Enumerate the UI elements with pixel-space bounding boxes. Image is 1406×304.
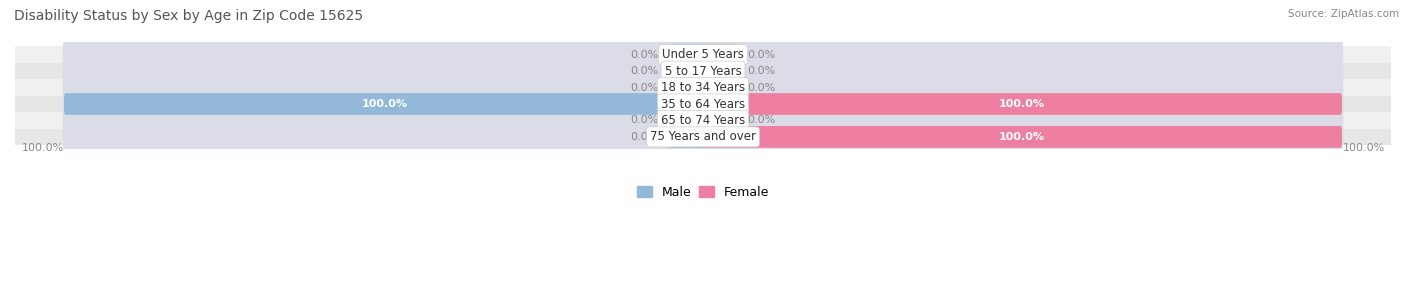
- Text: 5 to 17 Years: 5 to 17 Years: [665, 65, 741, 78]
- Text: 0.0%: 0.0%: [630, 116, 658, 126]
- Text: Disability Status by Sex by Age in Zip Code 15625: Disability Status by Sex by Age in Zip C…: [14, 9, 363, 23]
- Bar: [3, 63, 1403, 79]
- Text: 0.0%: 0.0%: [748, 50, 776, 60]
- Text: 0.0%: 0.0%: [630, 83, 658, 92]
- Bar: [3, 96, 1403, 112]
- Text: 100.0%: 100.0%: [998, 132, 1045, 142]
- FancyBboxPatch shape: [63, 123, 706, 151]
- FancyBboxPatch shape: [65, 93, 704, 115]
- FancyBboxPatch shape: [63, 90, 706, 118]
- FancyBboxPatch shape: [669, 60, 704, 82]
- FancyBboxPatch shape: [700, 57, 1343, 85]
- FancyBboxPatch shape: [63, 74, 706, 102]
- FancyBboxPatch shape: [700, 106, 1343, 135]
- FancyBboxPatch shape: [63, 40, 706, 69]
- FancyBboxPatch shape: [702, 126, 1341, 148]
- Text: 0.0%: 0.0%: [630, 132, 658, 142]
- Text: Under 5 Years: Under 5 Years: [662, 48, 744, 61]
- Text: 0.0%: 0.0%: [748, 116, 776, 126]
- Bar: [3, 79, 1403, 96]
- FancyBboxPatch shape: [702, 77, 737, 98]
- Text: 0.0%: 0.0%: [748, 83, 776, 92]
- FancyBboxPatch shape: [702, 93, 1341, 115]
- Text: 0.0%: 0.0%: [630, 66, 658, 76]
- FancyBboxPatch shape: [669, 110, 704, 131]
- FancyBboxPatch shape: [700, 74, 1343, 102]
- FancyBboxPatch shape: [700, 123, 1343, 151]
- FancyBboxPatch shape: [702, 60, 737, 82]
- Text: 100.0%: 100.0%: [1343, 143, 1385, 153]
- Text: 0.0%: 0.0%: [630, 50, 658, 60]
- FancyBboxPatch shape: [63, 57, 706, 85]
- Text: 65 to 74 Years: 65 to 74 Years: [661, 114, 745, 127]
- Text: 18 to 34 Years: 18 to 34 Years: [661, 81, 745, 94]
- Bar: [3, 129, 1403, 145]
- FancyBboxPatch shape: [669, 44, 704, 66]
- Text: 100.0%: 100.0%: [21, 143, 63, 153]
- FancyBboxPatch shape: [700, 90, 1343, 118]
- Text: 0.0%: 0.0%: [748, 66, 776, 76]
- Text: 35 to 64 Years: 35 to 64 Years: [661, 98, 745, 110]
- Bar: [3, 112, 1403, 129]
- FancyBboxPatch shape: [702, 110, 737, 131]
- FancyBboxPatch shape: [669, 77, 704, 98]
- FancyBboxPatch shape: [702, 44, 737, 66]
- Text: 100.0%: 100.0%: [361, 99, 408, 109]
- Legend: Male, Female: Male, Female: [637, 185, 769, 199]
- FancyBboxPatch shape: [669, 126, 704, 148]
- Bar: [3, 47, 1403, 63]
- FancyBboxPatch shape: [700, 40, 1343, 69]
- FancyBboxPatch shape: [63, 106, 706, 135]
- Text: Source: ZipAtlas.com: Source: ZipAtlas.com: [1288, 9, 1399, 19]
- Text: 100.0%: 100.0%: [998, 99, 1045, 109]
- Text: 75 Years and over: 75 Years and over: [650, 130, 756, 143]
